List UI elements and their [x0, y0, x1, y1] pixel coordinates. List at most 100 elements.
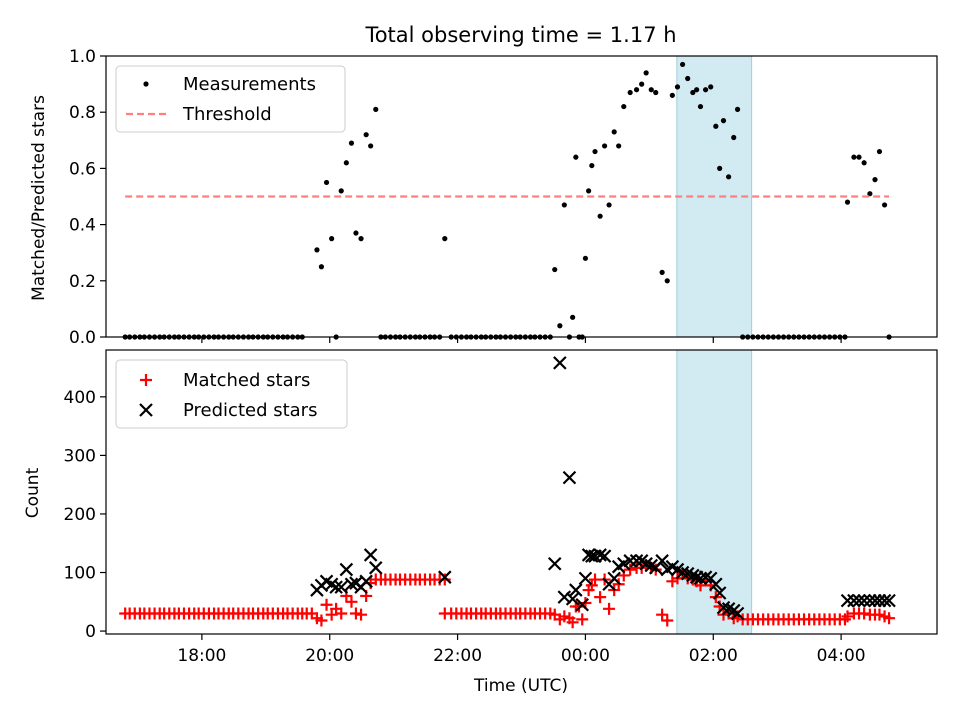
predicted-stars-point: [339, 562, 354, 577]
measurements-point: [323, 179, 330, 186]
predicted-stars-point: [329, 580, 343, 594]
legend-threshold-label: Threshold: [182, 104, 272, 125]
predicted-stars-point: [334, 580, 349, 594]
measurements-point: [627, 89, 633, 96]
matched-stars-point: [661, 614, 674, 627]
predicted-stars-point: [588, 549, 602, 563]
measurements-point: [639, 81, 645, 87]
bottom-ytick-label: 400: [64, 388, 96, 408]
measurements-point: [314, 247, 320, 253]
predicted-stars-point: [655, 554, 669, 568]
matched-stars-point: [558, 610, 571, 623]
measurements-point: [633, 87, 640, 93]
bottom-legend-box: [115, 359, 348, 429]
predicted-stars-point: [698, 570, 713, 584]
measurements-point: [353, 230, 359, 236]
measurements-point: [702, 87, 709, 93]
bottom-panel: 0 100 200 300 400 18:00 20:00 22:00 00:00 02:00 0…: [23, 349, 938, 666]
predicted-stars-point: [868, 593, 882, 608]
predicted-stars-point: [344, 577, 359, 592]
predicted-stars-point: [857, 593, 871, 608]
measurements-point: [872, 177, 878, 183]
legend-measurements-label: Measurements: [183, 74, 316, 95]
predicted-stars-point: [877, 593, 892, 608]
matched-stars-point: [349, 607, 362, 620]
measurements-point: [731, 134, 737, 141]
bottom-panel-legend: Matched stars Predicted stars: [115, 359, 348, 429]
predicted-stars-point: [553, 356, 567, 370]
top-panel-ylabel: Matched/Predicted stars: [29, 95, 49, 301]
legend-matched-marker: [140, 374, 152, 386]
predicted-stars-point: [716, 600, 731, 615]
predicted-stars-point: [593, 548, 607, 562]
top-ytick-label: 0.4: [69, 216, 96, 236]
measurements-point: [589, 162, 595, 169]
matched-stars-point: [345, 595, 358, 608]
xtick-label: 18:00: [177, 646, 226, 666]
predicted-stars-point: [840, 593, 855, 608]
measurements-point: [679, 61, 686, 68]
matched-stars-point: [603, 602, 616, 615]
top-ytick-label: 0.0: [69, 328, 96, 348]
measurements-point: [881, 202, 888, 208]
measurements-point: [602, 143, 608, 149]
predicted-stars-point: [730, 606, 745, 621]
xtick-label: 22:00: [433, 646, 482, 666]
measurements-point: [856, 154, 862, 160]
chart-title: Total observing time = 1.17 h: [364, 23, 676, 47]
matched-stars-point: [355, 608, 368, 621]
measurements-point: [685, 75, 691, 82]
top-panel-frame: [105, 55, 938, 338]
measurements-point: [726, 174, 732, 180]
bottom-ytick-label: 100: [64, 564, 96, 584]
predicted-stars-point: [882, 593, 896, 608]
measurements-point: [338, 188, 344, 194]
matched-stars-point: [566, 616, 579, 629]
measurements-point: [582, 255, 589, 261]
measurements-point: [664, 278, 670, 284]
top-panel-legend: Measurements Threshold: [115, 65, 346, 133]
measurements-point: [557, 323, 563, 329]
measurements-point: [592, 148, 598, 155]
measurements-point: [861, 160, 867, 166]
predicted-stars-point: [852, 593, 866, 608]
xtick-label: 02:00: [689, 646, 738, 666]
predicted-stars-point: [363, 548, 378, 562]
legend-predicted-label: Predicted stars: [183, 400, 317, 421]
matched-stars-point: [576, 613, 589, 626]
measurements-point: [690, 89, 696, 96]
legend-predicted-marker: [139, 403, 153, 417]
measurements-point: [867, 191, 873, 197]
predicted-stars-point: [597, 549, 612, 563]
measurements-point: [669, 92, 675, 98]
measurements-point: [844, 199, 851, 205]
measurements-point: [611, 129, 617, 135]
bottom-panel-frame: [105, 349, 938, 635]
predicted-stars-point: [872, 593, 887, 608]
matched-stars-point: [594, 591, 607, 604]
measurements-point: [343, 160, 349, 166]
bottom-panel-shaded-span: [676, 349, 753, 635]
predicted-stars-point: [565, 592, 580, 606]
measurements-point: [561, 202, 567, 208]
x-axis-label: Time (UTC): [473, 676, 568, 696]
measurements-point: [708, 84, 714, 90]
measurements-point: [643, 70, 649, 76]
bottom-panel-ylabel: Count: [23, 467, 43, 518]
predicted-stars-point: [359, 574, 373, 589]
measurements-point: [717, 165, 723, 171]
predicted-stars-point: [607, 571, 621, 586]
top-legend-box: [115, 65, 346, 133]
matched-stars-point: [656, 608, 669, 621]
measurements-point: [720, 118, 727, 124]
bottom-ytick-label: 300: [64, 446, 96, 466]
matched-stars-point: [873, 608, 886, 621]
predicted-stars-point: [569, 583, 583, 597]
predicted-stars-point: [575, 597, 590, 612]
top-panel: 0.0 0.2 0.4 0.6 0.8 1.0 Matched/Predicted sta…: [29, 47, 938, 348]
predicted-stars-point: [709, 577, 723, 592]
measurements-point: [694, 87, 700, 93]
measurements-point: [653, 89, 659, 96]
predicted-stars-point: [368, 561, 383, 575]
